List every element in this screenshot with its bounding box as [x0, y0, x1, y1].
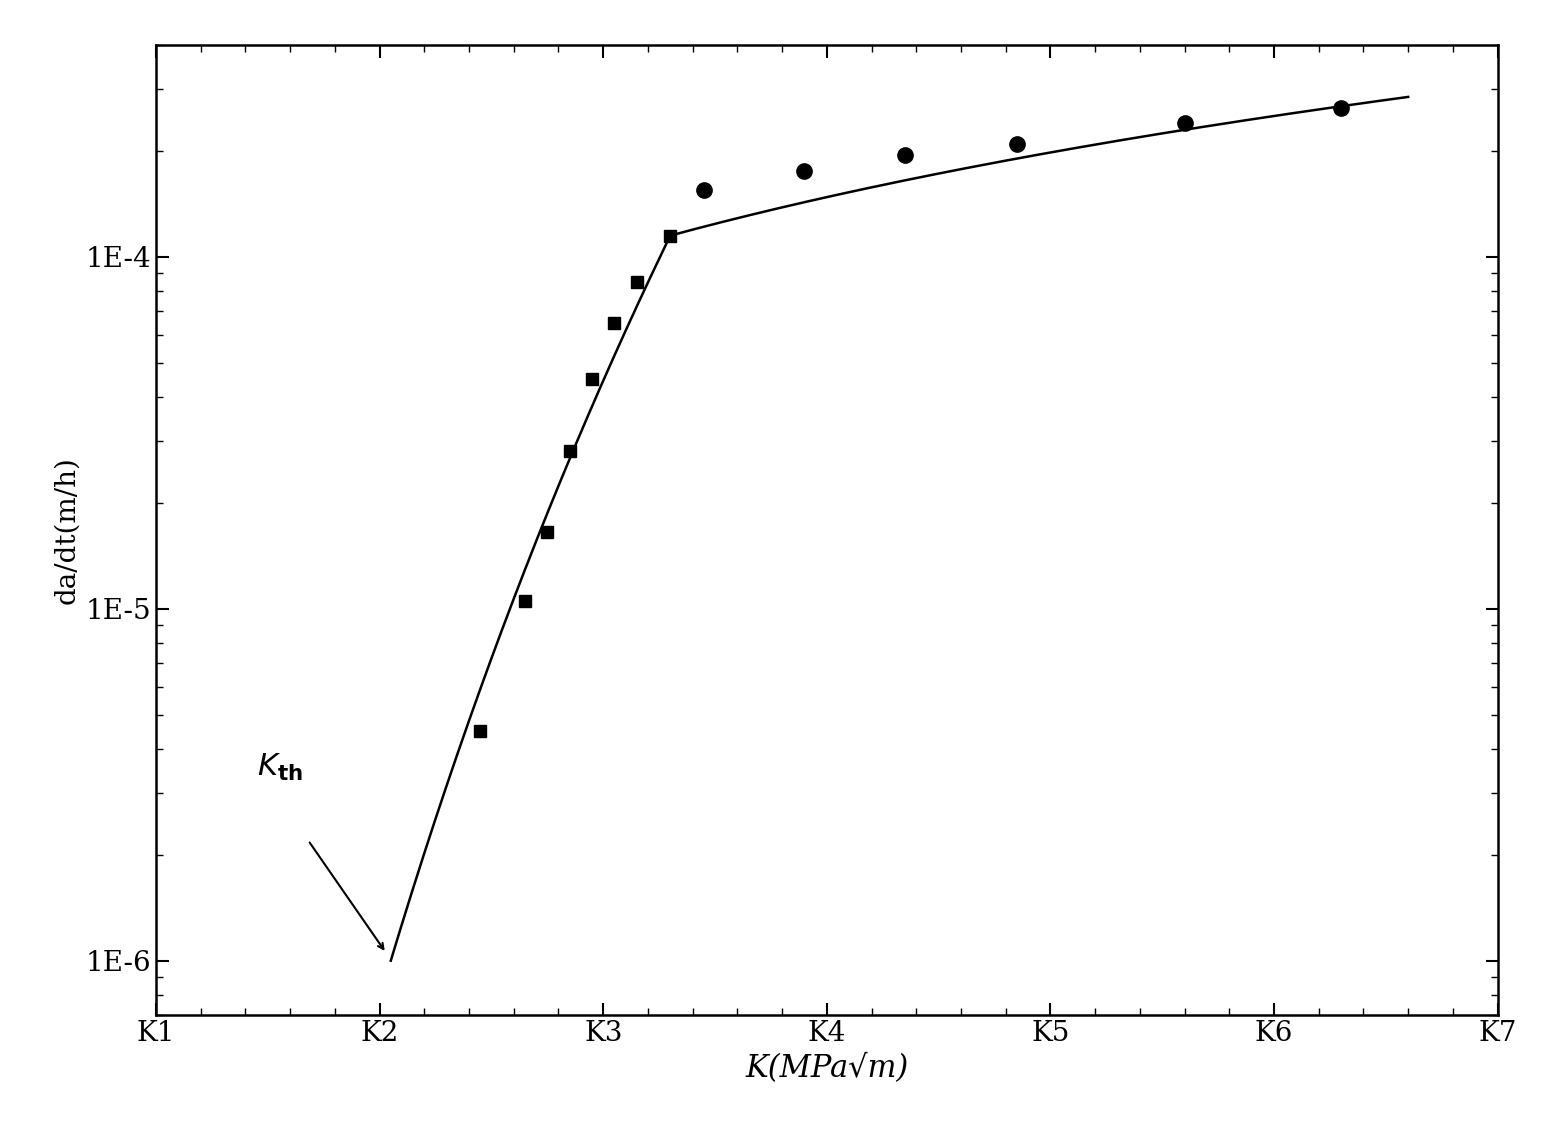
X-axis label: K(MPa√m): K(MPa√m) [746, 1052, 908, 1084]
Y-axis label: da/dt(m/h): da/dt(m/h) [53, 456, 80, 605]
Text: $\boldsymbol{\mathit{K}}_{\mathbf{th}}$: $\boldsymbol{\mathit{K}}_{\mathbf{th}}$ [256, 752, 303, 783]
